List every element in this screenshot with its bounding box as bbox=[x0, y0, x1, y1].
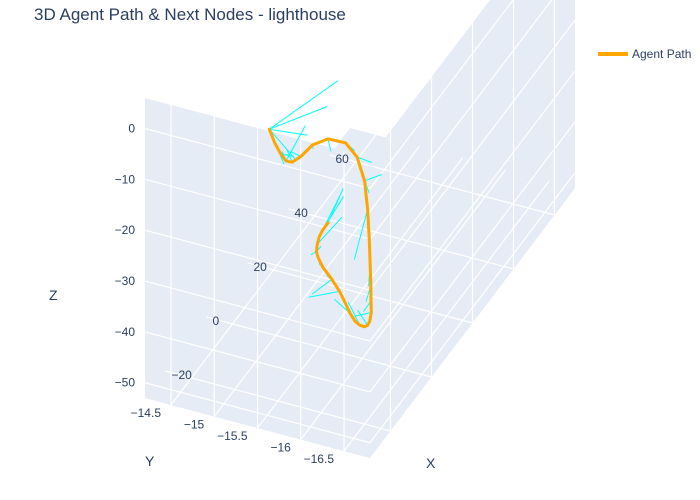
legend[interactable]: Agent Path bbox=[598, 47, 691, 61]
x-tick-label: −20 bbox=[172, 368, 193, 382]
next-node-segment bbox=[364, 174, 382, 182]
x-tick-label: 60 bbox=[336, 152, 350, 166]
next-node-segment bbox=[269, 80, 338, 130]
chart-title: 3D Agent Path & Next Nodes - lighthouse bbox=[34, 5, 346, 24]
gridline-y-floor bbox=[343, 180, 550, 452]
next-node-segment bbox=[354, 312, 372, 317]
z-tick-label: −40 bbox=[115, 325, 136, 339]
z-tick-label: 0 bbox=[128, 122, 135, 136]
next-node-segment bbox=[308, 290, 340, 298]
y-tick-label: −16 bbox=[270, 441, 291, 455]
y-tick-label: −15.5 bbox=[217, 429, 248, 443]
next-node-segment bbox=[311, 278, 333, 295]
next-node-segment bbox=[316, 216, 343, 245]
gridline-z-wall-x bbox=[144, 178, 371, 240]
next-node-segment bbox=[353, 208, 369, 260]
gridline-z-wall-x bbox=[144, 331, 371, 393]
next-node-segment bbox=[286, 148, 293, 163]
x-tick-label: 20 bbox=[254, 260, 268, 274]
agent-path-line bbox=[267, 127, 373, 329]
z-tick-label: −10 bbox=[115, 172, 136, 186]
gridline-z-wall-x bbox=[144, 382, 371, 444]
gridline-y-floor bbox=[213, 146, 420, 417]
y-axis-title: Y bbox=[145, 453, 155, 469]
gridline-z-wall-y bbox=[369, 121, 576, 393]
z-axis-title: Z bbox=[49, 287, 58, 303]
gridline-z-wall-y bbox=[369, 70, 576, 342]
next-node-segment bbox=[327, 138, 332, 152]
next-node-segment bbox=[327, 188, 344, 224]
gridline-z-wall-x bbox=[144, 280, 371, 342]
x-tick-label: 0 bbox=[213, 314, 220, 328]
next-node-segment bbox=[269, 128, 308, 136]
gridline-z-wall-x bbox=[144, 127, 371, 190]
agent-path-series bbox=[267, 127, 373, 329]
next-node-segment bbox=[269, 106, 328, 130]
gridline-y-floor bbox=[170, 134, 377, 406]
next-node-segment bbox=[290, 151, 302, 157]
next-node-segment bbox=[357, 309, 369, 326]
y-tick-label: −15 bbox=[184, 418, 205, 432]
gridline-z-wall-y bbox=[369, 0, 514, 189]
y-tick-label: −16.5 bbox=[304, 452, 335, 466]
x-tick-label: 40 bbox=[295, 206, 309, 220]
legend-label-agent-path: Agent Path bbox=[632, 47, 691, 61]
next-node-segment bbox=[268, 128, 296, 159]
chart-gridlines bbox=[144, 0, 576, 452]
y-tick-label: −14.5 bbox=[131, 406, 162, 420]
gridline-z-wall-y bbox=[369, 172, 576, 444]
gridline-y-floor bbox=[300, 169, 507, 440]
z-tick-label: −20 bbox=[115, 223, 136, 237]
next-node-segment bbox=[356, 156, 372, 163]
z-tick-label: −50 bbox=[115, 376, 136, 390]
x-axis-title: X bbox=[426, 455, 436, 471]
axis-tick-labels: −20 0 20 40 60 −16.5 −16 −15.5 −15 −14.5 −50 −40 −30… bbox=[115, 122, 350, 467]
next-node-segment bbox=[347, 301, 361, 326]
z-tick-label: −30 bbox=[115, 274, 136, 288]
gridline-z-wall-y bbox=[369, 19, 576, 291]
gridline-z-wall-y bbox=[369, 0, 553, 240]
gridline-y-floor bbox=[257, 157, 463, 429]
